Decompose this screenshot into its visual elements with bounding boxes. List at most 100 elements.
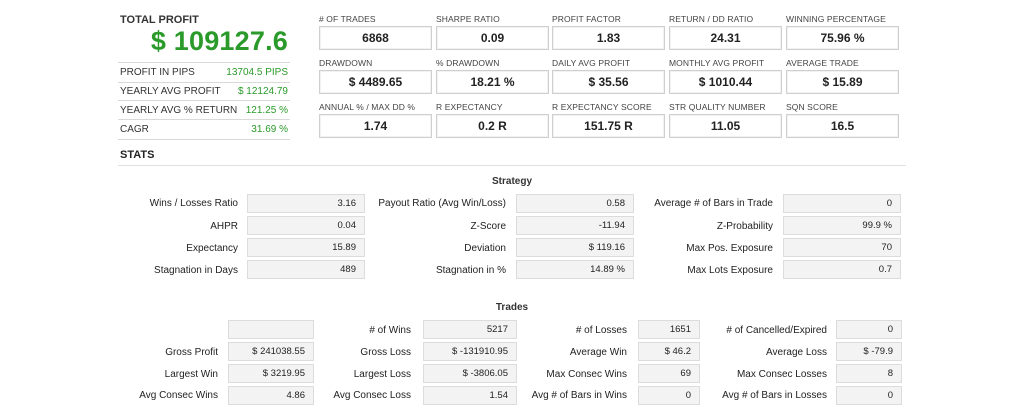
stat-label: Average Win [569, 347, 627, 358]
total-profit-title: TOTAL PROFIT [120, 14, 199, 26]
metric-sharpe-ratio: SHARPE RATIO 0.09 [436, 14, 549, 50]
stat-value: 4.86 [228, 386, 314, 405]
metric-winning-percentage: WINNING PERCENTAGE 75.96 % [786, 14, 899, 50]
divider [118, 165, 906, 166]
stat-value: 5217 [423, 320, 517, 339]
metric-monthly-avg-profit: MONTHLY AVG PROFIT $ 1010.44 [669, 58, 782, 94]
stat-label: Deviation [464, 243, 506, 254]
stat-value: 3.16 [247, 194, 365, 213]
stat-value: -11.94 [516, 216, 634, 235]
metric-value: $ 35.56 [552, 70, 665, 94]
stat-value: 0.58 [516, 194, 634, 213]
stat-value: 0.7 [783, 260, 901, 279]
metric-return-dd-ratio: RETURN / DD RATIO 24.31 [669, 14, 782, 50]
summary-label: PROFIT IN PIPS [120, 67, 195, 78]
stat-label: Avg Consec Wins [139, 390, 218, 401]
summary-label: YEARLY AVG PROFIT [120, 86, 221, 97]
stat-value: $ 241038.55 [228, 342, 314, 361]
summary-row-profit-in-pips: PROFIT IN PIPS 13704.5 PIPS [120, 67, 288, 83]
metric-value: 6868 [319, 26, 432, 50]
stat-label: # of Losses [575, 325, 627, 336]
stats-heading: STATS [120, 149, 155, 161]
metric-drawdown: DRAWDOWN $ 4489.65 [319, 58, 432, 94]
metric-value: $ 1010.44 [669, 70, 782, 94]
metric-label: MONTHLY AVG PROFIT [669, 58, 765, 68]
metric-average-trade: AVERAGE TRADE $ 15.89 [786, 58, 899, 94]
stat-label: Max Pos. Exposure [686, 243, 773, 254]
metric-label: STR QUALITY NUMBER [669, 102, 766, 112]
stat-label: Expectancy [186, 243, 238, 254]
metric-label: DRAWDOWN [319, 58, 373, 68]
divider [118, 62, 290, 63]
metric-label: R EXPECTANCY [436, 102, 503, 112]
stat-value: 70 [783, 238, 901, 257]
summary-row-yearly-avg-profit: YEARLY AVG PROFIT $ 12124.79 [120, 86, 288, 102]
stat-value: $ 46.2 [638, 342, 700, 361]
metric-sqn-score: SQN SCORE 16.5 [786, 102, 899, 138]
metric-label: SQN SCORE [786, 102, 838, 112]
metric-value: 16.5 [786, 114, 899, 138]
stat-value: 0.04 [247, 216, 365, 235]
metric-value: 75.96 % [786, 26, 899, 50]
summary-value: 31.69 % [251, 124, 288, 135]
stat-label: Largest Loss [353, 369, 411, 380]
summary-row-yearly-avg-return: YEARLY AVG % RETURN 121.25 % [120, 105, 288, 121]
metric-label: # OF TRADES [319, 14, 376, 24]
metric-annual-max-dd: ANNUAL % / MAX DD % 1.74 [319, 102, 432, 138]
stat-label: Gross Profit [165, 347, 218, 358]
stat-label: Z-Probability [716, 221, 773, 232]
metric-label: PROFIT FACTOR [552, 14, 621, 24]
summary-value: 121.25 % [245, 105, 288, 116]
metric-str-quality-number: STR QUALITY NUMBER 11.05 [669, 102, 782, 138]
stat-value: 15.89 [247, 238, 365, 257]
stat-value: $ -79.9 [836, 342, 902, 361]
metric-label: DAILY AVG PROFIT [552, 58, 631, 68]
stat-value: 489 [247, 260, 365, 279]
stat-label: Gross Loss [360, 347, 411, 358]
stat-value: 0 [836, 386, 902, 405]
metric-value: 18.21 % [436, 70, 549, 94]
stat-label: Stagnation in Days [154, 265, 238, 276]
stat-value: 1651 [638, 320, 700, 339]
stat-label: Payout Ratio (Avg Win/Loss) [378, 198, 506, 209]
metric-daily-avg-profit: DAILY AVG PROFIT $ 35.56 [552, 58, 665, 94]
stat-value: 99.9 % [783, 216, 901, 235]
stat-label: Average # of Bars in Trade [654, 198, 773, 209]
stat-value: 69 [638, 364, 700, 383]
metric-r-expectancy-score: R EXPECTANCY SCORE 151.75 R [552, 102, 665, 138]
stat-label: Avg # of Bars in Wins [531, 390, 627, 401]
stat-value: 14.89 % [516, 260, 634, 279]
metric-label: RETURN / DD RATIO [669, 14, 754, 24]
metric-label: R EXPECTANCY SCORE [552, 102, 652, 112]
metric-label: ANNUAL % / MAX DD % [319, 102, 416, 112]
stat-label: Stagnation in % [435, 265, 506, 276]
stat-label: Average Loss [766, 347, 827, 358]
stat-label: # of Cancelled/Expired [726, 325, 827, 336]
metric-value: 0.2 R [436, 114, 549, 138]
metric-num-trades: # OF TRADES 6868 [319, 14, 432, 50]
metric-value: 11.05 [669, 114, 782, 138]
stat-label: Max Consec Wins [546, 369, 627, 380]
stat-value: 0 [783, 194, 901, 213]
summary-row-cagr: CAGR 31.69 % [120, 124, 288, 140]
metric-label: SHARPE RATIO [436, 14, 500, 24]
metric-label: % DRAWDOWN [436, 58, 500, 68]
stat-value: 0 [836, 320, 902, 339]
stat-value: $ 3219.95 [228, 364, 314, 383]
stat-label: Wins / Losses Ratio [149, 198, 238, 209]
stat-label: # of Wins [369, 325, 411, 336]
stat-value: 8 [836, 364, 902, 383]
divider [118, 82, 290, 83]
metric-label: WINNING PERCENTAGE [786, 14, 886, 24]
metric-value: 24.31 [669, 26, 782, 50]
summary-value: $ 12124.79 [237, 86, 288, 97]
metric-r-expectancy: R EXPECTANCY 0.2 R [436, 102, 549, 138]
divider [118, 139, 290, 140]
stat-label: Z-Score [470, 221, 506, 232]
stat-value [228, 320, 314, 339]
stat-value: $ 119.16 [516, 238, 634, 257]
trades-heading: Trades [495, 302, 529, 313]
divider [118, 119, 290, 120]
summary-label: YEARLY AVG % RETURN [120, 105, 238, 116]
divider [118, 100, 290, 101]
